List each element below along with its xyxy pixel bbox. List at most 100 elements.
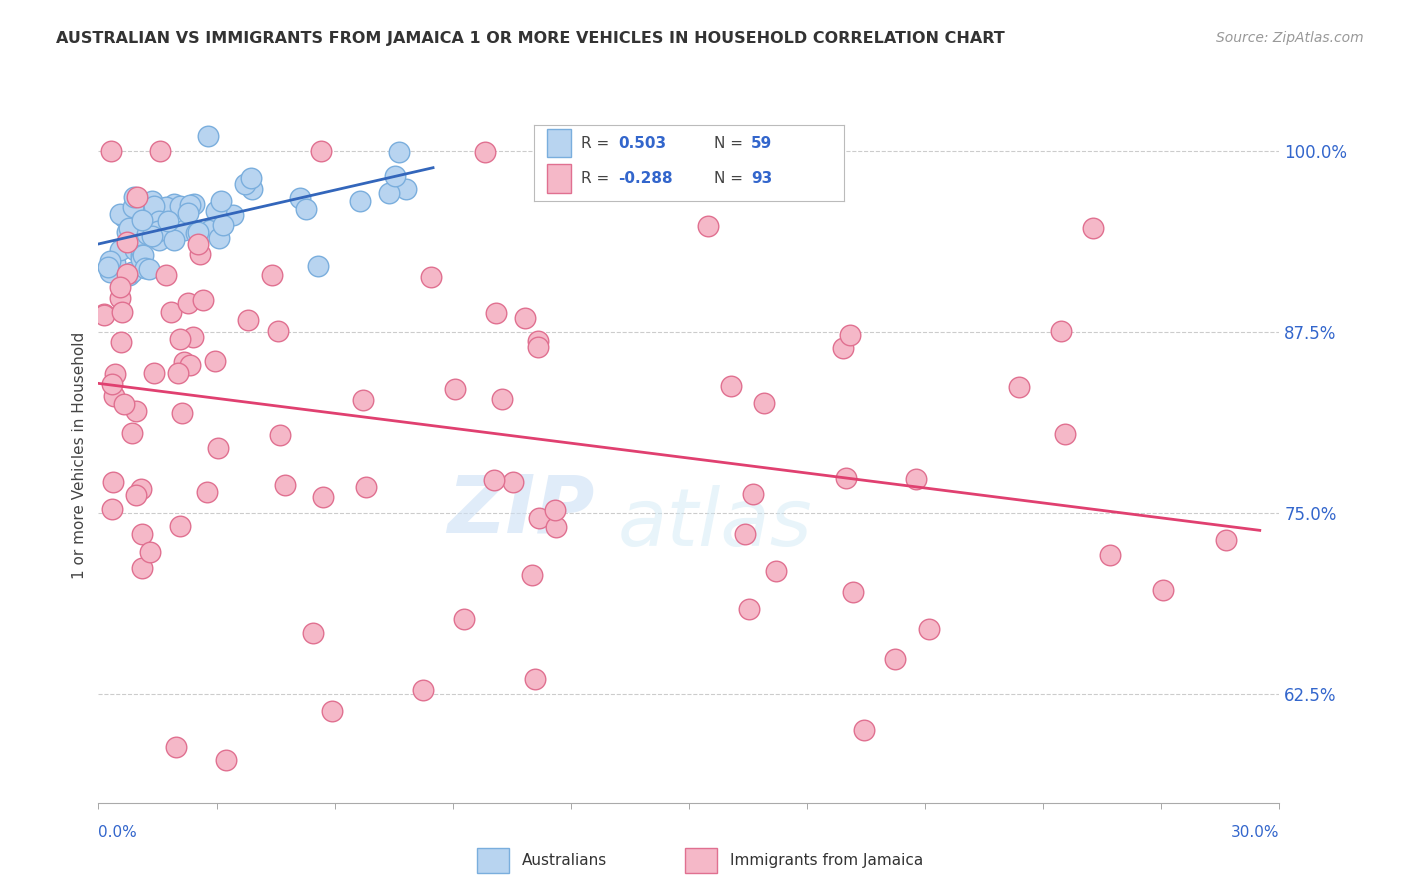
Point <box>160 305 183 319</box>
Text: 0.0%: 0.0% <box>98 825 138 840</box>
Point <box>104 367 127 381</box>
Point <box>163 197 186 211</box>
Text: 93: 93 <box>751 171 772 186</box>
Point <box>742 487 765 501</box>
Point <box>883 652 905 666</box>
Point <box>444 382 467 396</box>
Point <box>187 236 209 251</box>
Text: R =: R = <box>581 171 609 186</box>
Point <box>163 233 186 247</box>
Point <box>155 200 177 214</box>
Point <box>179 358 201 372</box>
Point <box>100 144 122 158</box>
Point <box>482 473 505 487</box>
Point <box>125 488 148 502</box>
Point <box>1081 220 1104 235</box>
Point <box>131 561 153 575</box>
Bar <box>685 848 717 873</box>
Point <box>832 341 855 355</box>
Point <box>197 128 219 143</box>
Point <box>260 268 283 282</box>
Point <box>212 218 235 232</box>
Point <box>146 224 169 238</box>
Point <box>149 144 172 158</box>
Point <box>155 268 177 282</box>
Text: -0.288: -0.288 <box>617 171 672 186</box>
Point <box>209 194 232 208</box>
Point <box>453 612 475 626</box>
Point <box>143 366 166 380</box>
Point <box>349 194 371 208</box>
Text: N =: N = <box>714 136 742 151</box>
Point <box>104 256 127 270</box>
Point <box>412 683 434 698</box>
Point <box>121 265 143 279</box>
Point <box>121 426 143 441</box>
Point <box>197 485 219 500</box>
Point <box>1215 533 1237 548</box>
Point <box>1008 380 1031 394</box>
Point <box>419 270 441 285</box>
Point <box>124 243 146 257</box>
Point <box>720 379 742 393</box>
Point <box>131 213 153 227</box>
Text: ZIP: ZIP <box>447 472 595 549</box>
Point <box>1053 427 1076 442</box>
Point <box>169 519 191 533</box>
Point <box>312 490 335 504</box>
Point <box>118 268 141 282</box>
Point <box>240 182 263 196</box>
Point <box>108 280 131 294</box>
Point <box>101 377 124 392</box>
Point <box>239 179 262 194</box>
Point <box>141 229 163 244</box>
Point <box>754 396 776 410</box>
Point <box>734 526 756 541</box>
Point <box>122 190 145 204</box>
Point <box>166 366 188 380</box>
Point <box>170 406 193 420</box>
Point <box>395 182 418 196</box>
Text: 0.503: 0.503 <box>617 136 666 151</box>
Point <box>515 311 537 326</box>
Point <box>136 227 159 241</box>
Point <box>117 267 139 281</box>
Point <box>101 502 124 516</box>
Point <box>173 223 195 237</box>
Point <box>1099 549 1122 563</box>
Point <box>129 248 152 262</box>
Point <box>110 334 132 349</box>
Point <box>179 198 201 212</box>
Point <box>131 527 153 541</box>
Point <box>269 427 291 442</box>
Point <box>697 219 720 233</box>
Point <box>198 223 221 237</box>
Point <box>905 472 928 486</box>
Point <box>121 200 143 214</box>
Point <box>835 470 858 484</box>
Point <box>108 291 131 305</box>
Y-axis label: 1 or more Vehicles in Household: 1 or more Vehicles in Household <box>72 331 87 579</box>
Point <box>141 194 163 209</box>
Point <box>388 145 411 160</box>
Point <box>108 207 131 221</box>
Point <box>288 191 311 205</box>
Point <box>239 170 262 185</box>
Point <box>115 225 138 239</box>
Point <box>93 308 115 322</box>
Point <box>527 334 550 349</box>
Point <box>157 214 180 228</box>
Point <box>93 307 115 321</box>
Text: Source: ZipAtlas.com: Source: ZipAtlas.com <box>1216 31 1364 45</box>
Point <box>129 252 152 266</box>
Point <box>132 248 155 262</box>
Point <box>111 305 134 319</box>
Point <box>138 261 160 276</box>
Point <box>1049 324 1071 338</box>
Point <box>193 293 215 308</box>
Point <box>918 622 941 636</box>
Point <box>307 259 329 273</box>
Point <box>215 753 238 767</box>
Point <box>115 235 138 249</box>
Point <box>222 208 245 222</box>
